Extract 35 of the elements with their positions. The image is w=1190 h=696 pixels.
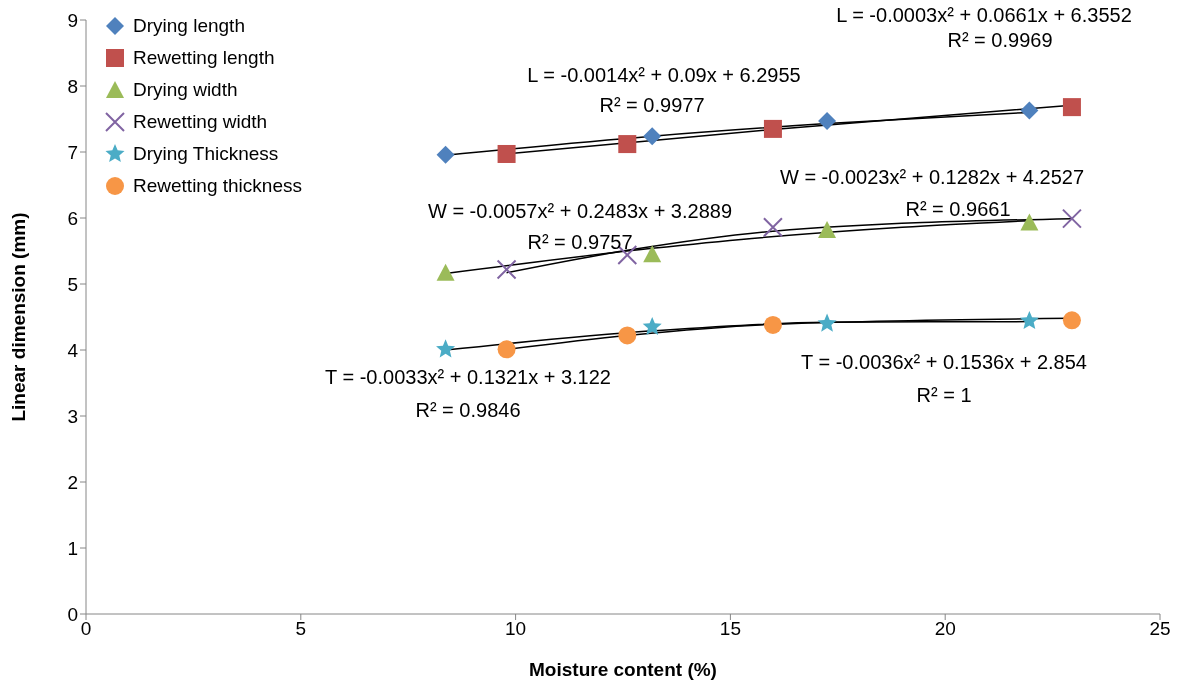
x-axis-title: Moisture content (%): [529, 659, 717, 680]
x-tick-label: 15: [719, 618, 741, 640]
x-tick-label: 5: [295, 618, 307, 640]
annotation: W = -0.0057x² + 0.2483x + 3.2889: [427, 200, 733, 222]
annotation: T = -0.0036x² + 0.1536x + 2.854: [801, 351, 1087, 373]
y-axis-title: Linear dimension (mm): [7, 212, 29, 422]
y-tick-label: 9: [67, 9, 78, 31]
y-tick-label: 8: [67, 75, 78, 97]
legend-label: Drying Thickness: [133, 143, 279, 165]
legend-label: Drying width: [133, 79, 238, 101]
annotation: R² = 0.9977: [599, 94, 705, 116]
legend-label: Rewetting length: [133, 47, 275, 69]
legend-label: Rewetting thickness: [133, 175, 302, 197]
y-tick-label: 1: [67, 537, 78, 559]
legend-label: Drying length: [133, 15, 245, 37]
annotation: R² = 0.9846: [415, 399, 521, 421]
x-tick-label: 25: [1149, 618, 1171, 640]
y-tick-label: 7: [67, 141, 78, 163]
y-tick-label: 0: [67, 603, 78, 625]
annotation: R² = 1: [916, 384, 972, 406]
y-tick-label: 3: [67, 405, 78, 427]
annotation: R² = 0.9661: [905, 198, 1011, 220]
annotation: R² = 0.9757: [527, 231, 633, 253]
y-tick-label: 2: [67, 471, 78, 493]
annotation: R² = 0.9969: [947, 29, 1053, 51]
legend-label: Rewetting width: [133, 111, 268, 133]
annotation: L = -0.0003x² + 0.0661x + 6.3552: [836, 4, 1132, 26]
y-tick-label: 6: [67, 207, 78, 229]
x-tick-label: 20: [934, 618, 956, 640]
annotation: W = -0.0023x² + 0.1282x + 4.2527: [779, 166, 1085, 188]
annotation: T = -0.0033x² + 0.1321x + 3.122: [325, 366, 611, 388]
y-tick-label: 4: [67, 339, 79, 361]
x-tick-label: 10: [505, 618, 527, 640]
annotation: L = -0.0014x² + 0.09x + 6.2955: [527, 64, 801, 86]
y-tick-label: 5: [67, 273, 78, 295]
